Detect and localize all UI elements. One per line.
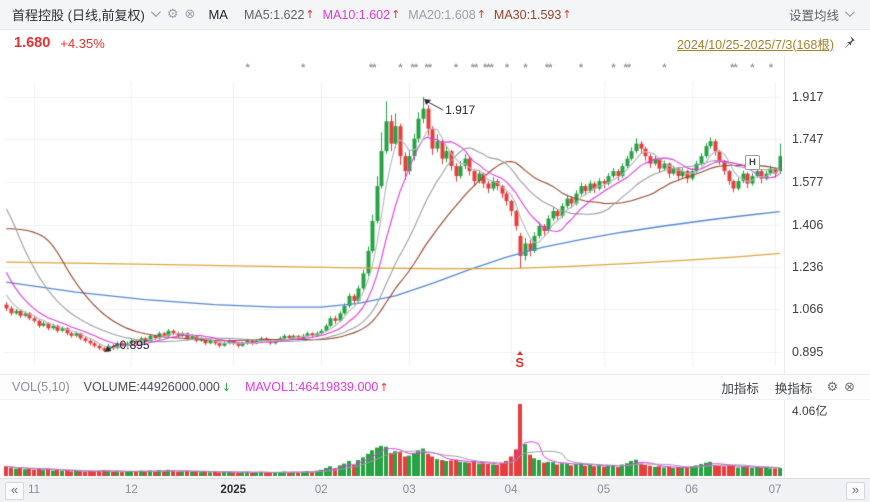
volume-chart-area: 4.06亿 (0, 400, 870, 478)
time-axis-month-label: 07 (768, 484, 782, 496)
last-price: 1.680 (14, 35, 51, 51)
price-axis-label: 1.917 (792, 90, 824, 104)
announcement-marker-icon[interactable]: ** (544, 62, 553, 74)
price-axis-label: 1.066 (792, 302, 824, 317)
time-axis-month-label: 05 (597, 484, 611, 496)
price-axis-label: 1.577 (792, 174, 824, 189)
announcement-marker-icon[interactable]: ** (730, 62, 738, 74)
announcement-marker-icon[interactable]: * (301, 62, 305, 74)
volume-indicator-bar: VOL(5,10) VOLUME:44926000.000 ↓ MAVOL1:4… (0, 374, 870, 400)
announcement-marker-icon[interactable]: ** (623, 62, 632, 74)
price-axis-label: 1.747 (792, 132, 824, 147)
add-indicator-button[interactable]: 加指标 (721, 381, 759, 396)
change-percent: +4.35% (60, 35, 105, 51)
title-chevron-down-icon (150, 7, 161, 18)
price-axis-label: 1.406 (792, 217, 824, 232)
vol-indicator-name: VOL(5,10) (12, 380, 70, 394)
announcement-marker-icon[interactable]: * (662, 62, 666, 74)
announcement-marker-icon[interactable]: * (523, 62, 527, 74)
ma20-up-arrow-icon: ↑ (476, 8, 486, 21)
volume-close-icon[interactable]: ⊗ (844, 379, 855, 395)
announcement-marker-icon[interactable]: * (245, 62, 249, 74)
volume-axis-separator (784, 400, 785, 478)
h-event-marker: H (744, 155, 760, 171)
stock-title[interactable]: 首程控股 (日线,前复权) (12, 8, 145, 23)
main-chart-area: 1.917 1.747 1.577 1.406 1.236 1.066 0.895 1.91… (0, 56, 870, 374)
ma5-value: MA5:1.622 (243, 7, 305, 22)
date-range-link[interactable]: 2024/10/25-2025/7/3(168根) (676, 37, 834, 52)
time-axis-month-label: 06 (685, 484, 699, 496)
time-axis-year-label: 2025 (220, 484, 247, 496)
ma10-value: MA10:1.602 (322, 7, 391, 22)
time-axis-month-label: 11 (28, 484, 41, 496)
announcement-marker-icon[interactable]: * (611, 62, 615, 74)
ma-settings-chevron-down-icon (844, 7, 855, 18)
announcement-marker-icon[interactable]: ** (368, 62, 377, 74)
quote-row: 1.680 +4.35% 2024/10/25-2025/7/3(168根) (0, 30, 870, 56)
time-axis: « 11 12 2025 02 03 04 05 06 07 » (0, 478, 870, 502)
announcement-marker-icon[interactable]: *** (483, 62, 494, 74)
chart-toolbar: 首程控股 (日线,前复权) ⚙ ⊗ MA MA5:1.622 ↑ MA10:1.6… (0, 0, 870, 30)
announcement-marker-icon[interactable]: * (504, 62, 509, 74)
sell-signal-marker: S (515, 351, 524, 369)
volume-settings-gear-icon[interactable]: ⚙ (826, 379, 839, 395)
announcement-marker-icon[interactable]: * (398, 62, 402, 74)
announcement-marker-icon[interactable]: * (578, 62, 583, 74)
volume-down-arrow-icon: ↓ (221, 380, 232, 394)
ma-settings-button[interactable]: 设置均线 (788, 9, 839, 23)
indicator-settings-gear-icon[interactable]: ⚙ (166, 7, 179, 22)
announcement-marker-icon[interactable]: * (750, 62, 754, 74)
price-axis-label: 1.236 (792, 259, 824, 274)
ma30-up-arrow-icon: ↑ (562, 8, 572, 21)
ma20-value: MA20:1.608 (408, 7, 476, 22)
ma10-up-arrow-icon: ↑ (391, 8, 401, 21)
pin-icon[interactable] (842, 35, 856, 52)
low-price-annotation: 0.895 (119, 338, 150, 352)
volume-chart-canvas[interactable] (0, 400, 782, 478)
ma-indicator-label: MA (208, 7, 228, 22)
time-axis-month-label: 04 (504, 484, 518, 496)
time-axis-month-label: 02 (314, 484, 328, 496)
candlestick-chart-canvas[interactable] (0, 56, 782, 374)
announcement-marker-icon[interactable]: ** (470, 62, 479, 74)
time-axis-month-label: 03 (402, 484, 416, 496)
announcement-marker-icon[interactable]: ** (410, 62, 419, 74)
switch-indicator-button[interactable]: 换指标 (774, 381, 813, 396)
price-axis-separator (784, 56, 785, 374)
announcement-marker-icon[interactable]: * (768, 62, 773, 74)
mavol1-value: MAVOL1:46419839.000 (245, 380, 379, 394)
price-axis-label: 0.895 (792, 345, 824, 359)
announcement-marker-icon[interactable]: ** (424, 62, 432, 74)
time-axis-month-label: 12 (124, 484, 138, 496)
volume-value: VOLUME:44926000.000 (83, 380, 220, 394)
scroll-left-button[interactable]: « (5, 482, 24, 500)
indicator-close-icon[interactable]: ⊗ (184, 7, 196, 22)
scroll-right-button[interactable]: » (846, 482, 865, 500)
ma5-up-arrow-icon: ↑ (305, 8, 315, 21)
high-price-annotation: 1.917 (445, 103, 476, 117)
announcement-marker-icon[interactable]: * (453, 62, 458, 74)
mavol1-up-arrow-icon: ↑ (379, 380, 389, 394)
volume-axis-max-label: 4.06亿 (792, 404, 828, 418)
ma30-value: MA30:1.593 (493, 7, 562, 22)
